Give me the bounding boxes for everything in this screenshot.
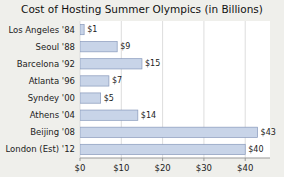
bar — [80, 93, 101, 103]
bar — [80, 144, 245, 154]
category-label: Syndey '00 — [28, 93, 75, 103]
data-label: $9 — [120, 42, 130, 51]
data-label: $43 — [261, 128, 276, 137]
chart-container: Cost of Hosting Summer Olympics (in Bill… — [0, 0, 284, 177]
tick-label: $40 — [237, 163, 253, 173]
bar — [80, 76, 109, 86]
bar — [80, 59, 142, 69]
tick-label: $0 — [75, 163, 86, 173]
data-label: $7 — [112, 76, 122, 85]
category-label: Seoul '88 — [36, 42, 75, 52]
tick-label: $30 — [196, 163, 212, 173]
data-label: $40 — [248, 145, 263, 154]
tick-label: $20 — [154, 163, 170, 173]
category-label: London (Est) '12 — [6, 144, 75, 154]
data-label: $5 — [104, 94, 114, 103]
category-label: Beijing '08 — [30, 127, 75, 137]
bar — [80, 127, 258, 137]
category-label: Barcelona '92 — [17, 59, 75, 69]
chart: Cost of Hosting Summer Olympics (in Bill… — [0, 0, 284, 177]
bar — [80, 42, 117, 52]
bar — [80, 24, 84, 34]
tick-label: $10 — [113, 163, 129, 173]
data-label: $14 — [141, 111, 156, 120]
title: Cost of Hosting Summer Olympics (in Bill… — [21, 3, 263, 15]
plot-background — [80, 21, 270, 158]
data-label: $1 — [87, 25, 97, 34]
data-label: $15 — [145, 59, 160, 68]
category-label: Los Angeles '84 — [8, 25, 75, 35]
category-label: Athens '04 — [30, 110, 75, 120]
bar — [80, 110, 138, 120]
x-axis-line — [80, 158, 270, 159]
bars — [80, 24, 258, 154]
category-label: Atlanta '96 — [29, 76, 75, 86]
